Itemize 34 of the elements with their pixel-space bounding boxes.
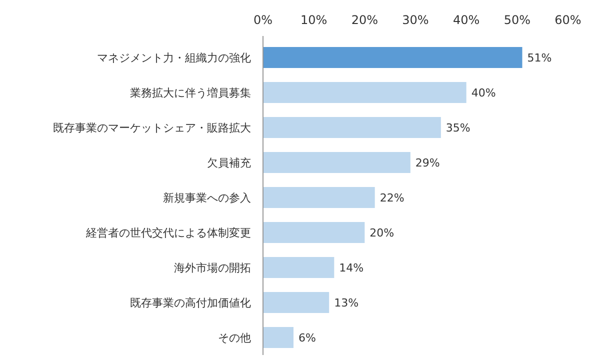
data-label: 29% (415, 156, 440, 170)
bar (263, 187, 375, 208)
bar (263, 327, 294, 348)
bar (263, 222, 365, 243)
data-label: 40% (471, 86, 496, 100)
x-tick-label: 20% (351, 13, 378, 27)
bar (263, 82, 466, 103)
bar (263, 152, 410, 173)
bar (263, 292, 330, 313)
data-label: 51% (527, 52, 552, 64)
x-tick-label: 0% (253, 13, 273, 27)
data-label: 14% (339, 262, 364, 274)
y-tick-label: 海外市場の開拓 (174, 262, 251, 274)
bar (263, 117, 441, 138)
y-tick-label: 欠員補充 (207, 156, 251, 170)
x-tick-label: 50% (504, 13, 531, 27)
data-label: 6% (298, 332, 316, 344)
y-tick-label: その他 (218, 332, 251, 344)
data-label: 22% (380, 192, 404, 204)
x-tick-label: 10% (300, 13, 328, 27)
x-tick-label: 30% (402, 13, 429, 27)
bar (263, 257, 334, 278)
y-tick-label: 既存事業の高付加価値化 (130, 296, 251, 310)
y-tick-label: 業務拡大に伴う増員募集 (130, 86, 251, 100)
y-tick-label: 新規事業への参入 (163, 192, 251, 204)
data-label: 13% (334, 296, 359, 310)
x-tick-label: 60% (554, 13, 582, 27)
bar (263, 47, 522, 68)
y-tick-label: 経営者の世代交代による体制変更 (85, 226, 251, 240)
y-tick-label: 既存事業のマーケットシェア・販路拡大 (53, 122, 251, 134)
x-tick-label: 40% (452, 13, 480, 27)
data-label: 35% (446, 122, 470, 134)
data-label: 20% (370, 226, 394, 240)
y-tick-label: マネジメント力・組織力の強化 (97, 52, 251, 64)
